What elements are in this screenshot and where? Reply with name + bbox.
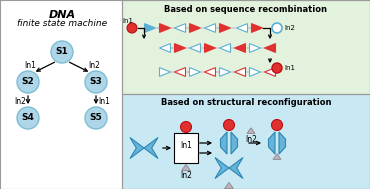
- Polygon shape: [205, 24, 215, 32]
- Text: In1: In1: [284, 65, 295, 71]
- Circle shape: [85, 107, 107, 129]
- Polygon shape: [189, 68, 201, 76]
- Polygon shape: [175, 24, 185, 32]
- Text: finite state machine: finite state machine: [17, 19, 107, 28]
- Polygon shape: [205, 68, 215, 76]
- Circle shape: [272, 63, 282, 73]
- Circle shape: [272, 119, 283, 130]
- Polygon shape: [189, 24, 201, 32]
- Polygon shape: [215, 157, 229, 178]
- Polygon shape: [182, 164, 191, 171]
- Polygon shape: [249, 68, 260, 76]
- Circle shape: [17, 107, 39, 129]
- Polygon shape: [221, 132, 227, 154]
- Text: S3: S3: [90, 77, 102, 87]
- Circle shape: [17, 71, 39, 93]
- Polygon shape: [205, 44, 215, 52]
- Polygon shape: [189, 44, 201, 52]
- Polygon shape: [229, 157, 243, 178]
- Polygon shape: [269, 132, 275, 154]
- Polygon shape: [236, 24, 248, 32]
- Text: Based on sequence recombination: Based on sequence recombination: [165, 5, 327, 14]
- Polygon shape: [130, 138, 144, 159]
- Polygon shape: [247, 128, 255, 133]
- Text: In1: In1: [180, 140, 192, 149]
- Circle shape: [127, 23, 137, 33]
- Polygon shape: [249, 44, 260, 52]
- FancyBboxPatch shape: [122, 0, 370, 94]
- Text: In1: In1: [122, 18, 134, 24]
- Text: Based on structural reconfiguration: Based on structural reconfiguration: [161, 98, 331, 107]
- Circle shape: [181, 122, 192, 132]
- Circle shape: [51, 41, 73, 63]
- Polygon shape: [252, 24, 262, 32]
- Polygon shape: [159, 68, 171, 76]
- Polygon shape: [279, 132, 286, 154]
- Polygon shape: [235, 44, 246, 52]
- Text: In2: In2: [14, 97, 26, 105]
- FancyBboxPatch shape: [122, 94, 370, 189]
- Text: DNA: DNA: [48, 10, 75, 20]
- Text: In2: In2: [180, 170, 192, 180]
- Polygon shape: [159, 44, 171, 52]
- Polygon shape: [145, 24, 155, 32]
- Polygon shape: [219, 68, 231, 76]
- Text: In2: In2: [88, 60, 100, 70]
- Polygon shape: [265, 44, 276, 52]
- Text: In2: In2: [284, 25, 295, 31]
- Polygon shape: [265, 68, 276, 76]
- Polygon shape: [225, 182, 233, 189]
- Polygon shape: [175, 68, 185, 76]
- Polygon shape: [175, 44, 185, 52]
- Polygon shape: [159, 24, 171, 32]
- Polygon shape: [235, 68, 246, 76]
- Text: S5: S5: [90, 114, 102, 122]
- Text: In1: In1: [98, 97, 110, 105]
- Text: S2: S2: [21, 77, 34, 87]
- Polygon shape: [144, 138, 158, 159]
- Text: In2: In2: [245, 136, 257, 145]
- Circle shape: [85, 71, 107, 93]
- FancyBboxPatch shape: [174, 133, 198, 163]
- Polygon shape: [273, 154, 281, 159]
- Circle shape: [223, 119, 235, 130]
- Polygon shape: [219, 44, 231, 52]
- Circle shape: [272, 23, 282, 33]
- Text: S1: S1: [56, 47, 68, 57]
- Text: S4: S4: [21, 114, 34, 122]
- Text: In1: In1: [24, 60, 36, 70]
- Polygon shape: [231, 132, 238, 154]
- Polygon shape: [219, 24, 231, 32]
